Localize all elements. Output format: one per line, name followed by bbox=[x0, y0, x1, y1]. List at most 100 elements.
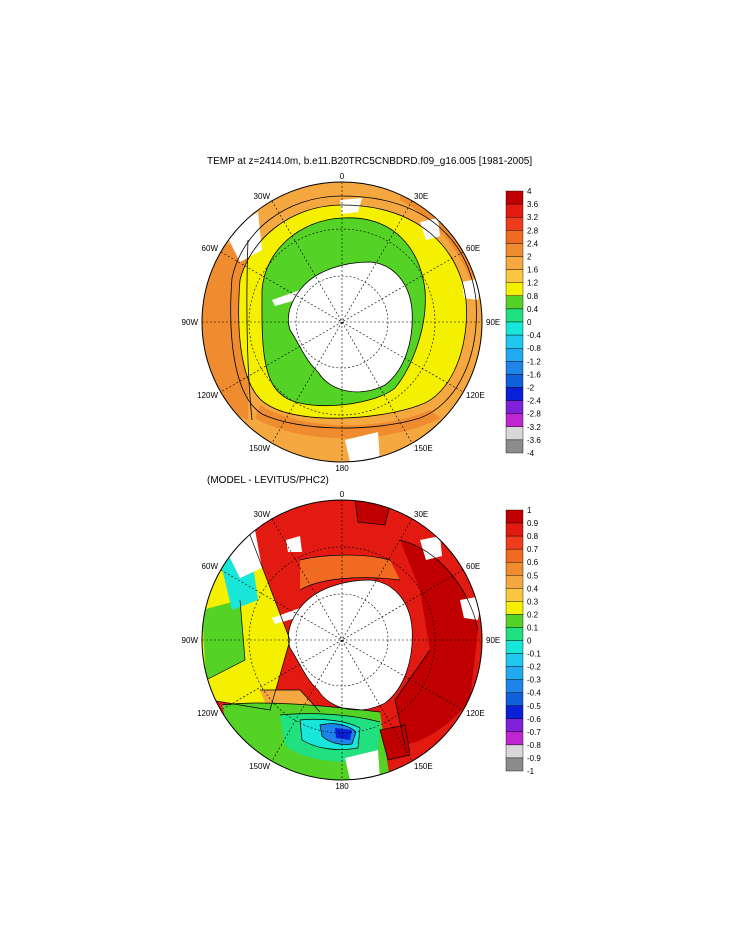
colorbar-tick-label: 2.4 bbox=[527, 239, 539, 248]
colorbar-swatch bbox=[505, 640, 524, 654]
lon-label-90w: 90W bbox=[182, 636, 199, 645]
colorbar-swatch bbox=[505, 731, 524, 746]
colorbar-swatch bbox=[505, 413, 524, 428]
bottom-colorbar: 1 0.9 0.8 0.7 0.6 0.5 0.4 0.3 0.2 0.1 0 -0.1 -0.2 -0.… bbox=[505, 506, 541, 776]
colorbar-swatch bbox=[505, 614, 524, 628]
colorbar-swatch bbox=[505, 744, 524, 759]
colorbar-tick-label: 0.5 bbox=[527, 571, 539, 580]
colorbar-tick-label: -1.6 bbox=[527, 370, 541, 379]
lon-label-0: 0 bbox=[340, 172, 345, 181]
colorbar-swatch bbox=[505, 666, 524, 680]
lon-label-30w: 30W bbox=[254, 510, 271, 519]
colorbar-tick-label: 1 bbox=[527, 506, 532, 515]
colorbar-swatch bbox=[505, 308, 524, 323]
colorbar-tick-label: 0.8 bbox=[527, 532, 539, 541]
colorbar-tick-label: -0.4 bbox=[527, 331, 541, 340]
bottom-map-border bbox=[201, 499, 483, 781]
lon-label-60e: 60E bbox=[466, 562, 480, 571]
colorbar-tick-label: 3.6 bbox=[527, 200, 539, 209]
bottom-graticule bbox=[202, 500, 482, 780]
colorbar-tick-label: 2.8 bbox=[527, 226, 539, 235]
colorbar-swatch bbox=[505, 575, 524, 589]
colorbar-tick-label: -2 bbox=[527, 384, 535, 393]
colorbar-swatch bbox=[505, 653, 524, 667]
colorbar-tick-label: 0.7 bbox=[527, 545, 539, 554]
colorbar-tick-label: 0.6 bbox=[527, 558, 539, 567]
colorbar-tick-label: 1.6 bbox=[527, 266, 539, 275]
top-polar-map: 0 30E 60E 90E 120E 150E 180 150W 120W 90… bbox=[182, 172, 542, 473]
colorbar-tick-label: -0.8 bbox=[527, 344, 541, 353]
lon-label-0: 0 bbox=[340, 490, 345, 499]
lon-label-90e: 90E bbox=[486, 636, 500, 645]
lon-label-150w: 150W bbox=[249, 444, 270, 453]
lon-label-90w: 90W bbox=[182, 318, 199, 327]
colorbar-swatch bbox=[505, 679, 524, 693]
colorbar-tick-label: -0.6 bbox=[527, 715, 541, 724]
colorbar-swatch bbox=[505, 361, 524, 375]
colorbar-tick-label: 1.2 bbox=[527, 279, 539, 288]
colorbar-swatch bbox=[505, 509, 524, 524]
lon-label-120w: 120W bbox=[197, 709, 218, 718]
colorbar-swatch bbox=[505, 548, 524, 563]
colorbar-tick-label: -0.8 bbox=[527, 741, 541, 750]
colorbar-tick-label: -3.2 bbox=[527, 423, 541, 432]
colorbar-swatch bbox=[505, 348, 524, 362]
colorbar-tick-label: -4 bbox=[527, 449, 535, 458]
colorbar-tick-label: -2.4 bbox=[527, 397, 541, 406]
lon-label-90e: 90E bbox=[486, 318, 500, 327]
top-map-border bbox=[201, 181, 483, 463]
colorbar-tick-label: -3.6 bbox=[527, 436, 541, 445]
lon-label-30e: 30E bbox=[414, 192, 428, 201]
colorbar-tick-label: 0.3 bbox=[527, 597, 539, 606]
lon-label-60w: 60W bbox=[202, 244, 219, 253]
colorbar-swatch bbox=[505, 230, 524, 244]
lon-label-150e: 150E bbox=[414, 762, 433, 771]
colorbar-swatch bbox=[505, 203, 524, 218]
lon-label-30w: 30W bbox=[254, 192, 271, 201]
lon-label-180: 180 bbox=[335, 782, 349, 791]
lon-label-60w: 60W bbox=[202, 562, 219, 571]
bottom-lon-labels: 0 30E 60E 90E 120E 150E 180 150W 120W 90… bbox=[182, 490, 501, 791]
top-colorbar: 4 3.6 3.2 2.8 2.4 2 1.6 1.2 0.8 0.4 0 -0.4 -0.8 -1.2 -… bbox=[505, 187, 541, 458]
colorbar-swatch bbox=[505, 522, 524, 537]
colorbar-tick-label: 0.4 bbox=[527, 305, 539, 314]
top-graticule bbox=[202, 182, 482, 462]
colorbar-tick-label: -0.7 bbox=[527, 728, 541, 737]
colorbar-swatch bbox=[505, 400, 524, 414]
lon-label-60e: 60E bbox=[466, 244, 480, 253]
lon-label-150e: 150E bbox=[414, 444, 433, 453]
lon-label-120e: 120E bbox=[466, 391, 485, 400]
colorbar-swatch bbox=[505, 269, 524, 283]
colorbar-swatch bbox=[505, 562, 524, 576]
colorbar-tick-label: 3.2 bbox=[527, 213, 539, 222]
bottom-polar-map: 0 30E 60E 90E 120E 150E 180 150W 120W 90… bbox=[182, 490, 542, 791]
colorbar-swatch bbox=[505, 627, 524, 641]
colorbar-tick-label: -0.1 bbox=[527, 650, 541, 659]
colorbar-swatch bbox=[505, 374, 524, 388]
colorbar-tick-label: -2.8 bbox=[527, 410, 541, 419]
colorbar-tick-label: -0.5 bbox=[527, 702, 541, 711]
lon-label-180: 180 bbox=[335, 464, 349, 473]
colorbar-swatch bbox=[505, 243, 524, 257]
colorbar-swatch bbox=[505, 757, 524, 772]
colorbar-tick-label: 0 bbox=[527, 637, 532, 646]
colorbar-swatch bbox=[505, 705, 524, 720]
colorbar-tick-label: 0.1 bbox=[527, 623, 539, 632]
top-lon-labels: 0 30E 60E 90E 120E 150E 180 150W 120W 90… bbox=[182, 172, 501, 473]
colorbar-swatch bbox=[505, 426, 524, 441]
lon-label-30e: 30E bbox=[414, 510, 428, 519]
colorbar-tick-label: 2 bbox=[527, 253, 532, 262]
colorbar-tick-label: -1.2 bbox=[527, 357, 541, 366]
lon-label-150w: 150W bbox=[249, 762, 270, 771]
colorbar-swatch bbox=[505, 535, 524, 550]
colorbar-tick-label: 0.2 bbox=[527, 610, 539, 619]
colorbar-swatch bbox=[505, 601, 524, 615]
colorbar-tick-label: 0 bbox=[527, 318, 532, 327]
lon-label-120e: 120E bbox=[466, 709, 485, 718]
colorbar-swatch bbox=[505, 295, 524, 310]
colorbar-swatch bbox=[505, 718, 524, 733]
colorbar-tick-label: -0.2 bbox=[527, 663, 541, 672]
colorbar-swatch bbox=[505, 321, 524, 336]
colorbar-tick-label: 0.9 bbox=[527, 519, 539, 528]
